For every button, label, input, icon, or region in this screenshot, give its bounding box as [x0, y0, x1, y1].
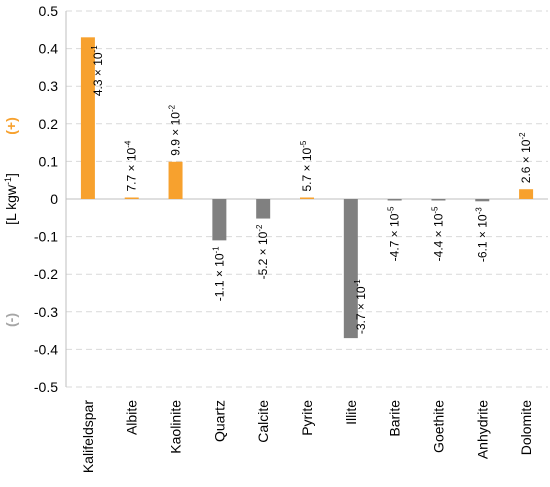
y-tick-label: 0.4: [39, 41, 59, 57]
y-tick-label: -0.3: [34, 304, 58, 320]
category-label: Anhydrite: [474, 400, 490, 459]
negative-sign-label: (-): [3, 313, 19, 327]
category-label: Pyrite: [299, 400, 315, 436]
data-label: 7.7 × 10-4: [124, 140, 139, 191]
bar-illite: [343, 199, 358, 339]
category-labels: Kalifeldspar Albite Kaolinite Quartz Calcite…: [80, 400, 534, 473]
y-axis-label-exponent: -1: [3, 177, 13, 185]
y-tick-label: 0.5: [39, 3, 59, 19]
y-tick-label: 0.2: [39, 116, 59, 132]
category-label: Quartz: [211, 400, 227, 442]
category-label: Goethite: [430, 400, 446, 453]
bar-barite: [387, 199, 402, 201]
y-tick-label: 0: [50, 191, 58, 207]
data-label: -1.1 × 10-1: [211, 246, 226, 301]
y-tick-label: 0.1: [39, 153, 59, 169]
positive-sign-label: (+): [3, 117, 19, 135]
y-axis-label-main: [L kgw: [3, 184, 19, 225]
data-label: 4.3 × 10-1: [90, 45, 105, 96]
y-axis-label: [L kgw-1]: [3, 173, 19, 225]
bar-dolomite: [519, 189, 534, 199]
category-label: Kalifeldspar: [80, 400, 96, 473]
grid-lines: [66, 10, 548, 388]
y-tick-label: -0.5: [34, 379, 58, 395]
bar-albite: [124, 197, 139, 199]
bar-kalifeldspar: [80, 37, 95, 199]
category-label: Albite: [124, 400, 140, 435]
data-label: -5.2 × 10-2: [255, 224, 270, 279]
bar-kaolinite: [168, 161, 183, 199]
data-label: 5.7 × 10-5: [299, 140, 314, 191]
bar-goethite: [431, 199, 446, 201]
category-label: Barite: [387, 400, 403, 437]
data-label: -6.1 × 10-3: [474, 207, 489, 262]
y-tick-labels: 0.5 0.4 0.3 0.2 0.1 0 -0.1 -0.2 -0.3 -0.4 -0.5: [34, 3, 58, 395]
data-label: -4.7 × 10-5: [387, 206, 402, 261]
category-label: Dolomite: [518, 400, 534, 455]
bars: [80, 37, 534, 339]
bar-calcite: [256, 199, 271, 219]
data-label: -4.4 × 10-5: [430, 206, 445, 261]
data-labels: 4.3 × 10-1 7.7 × 10-4 9.9 × 10-2 -1.1 × 10-…: [90, 45, 533, 334]
y-tick-label: -0.1: [34, 229, 58, 245]
data-label: 2.6 × 10-2: [518, 132, 533, 183]
y-tick-label: -0.2: [34, 266, 58, 282]
bar-anhydrite: [475, 199, 490, 202]
y-tick-label: -0.4: [34, 341, 58, 357]
category-label: Kaolinite: [168, 400, 184, 454]
category-label: Illite: [343, 400, 359, 425]
data-label: -3.7 × 10-1: [353, 279, 368, 334]
y-axis-label-end: ]: [3, 173, 19, 177]
bar-quartz: [212, 199, 227, 241]
data-label: 9.9 × 10-2: [168, 104, 183, 155]
y-tick-label: 0.3: [39, 78, 59, 94]
category-label: Calcite: [255, 400, 271, 443]
bar-pyrite: [300, 197, 314, 199]
